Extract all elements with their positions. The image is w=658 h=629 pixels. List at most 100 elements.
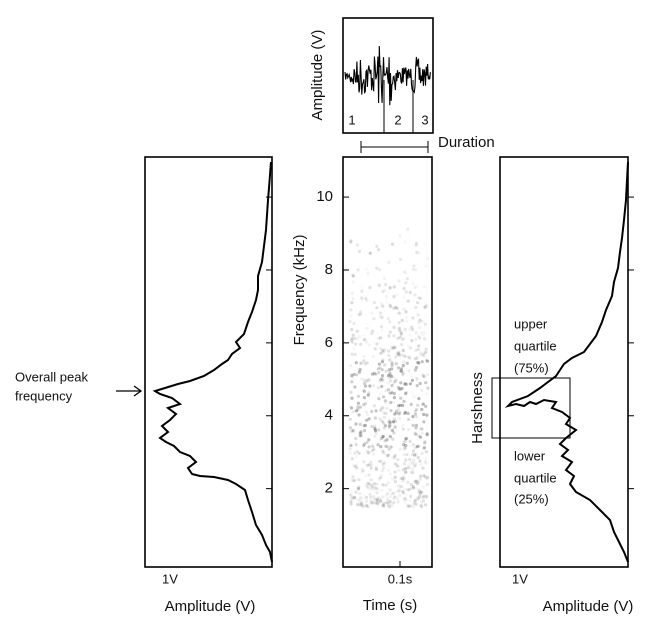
spectrogram-dot [426, 315, 429, 318]
spectrogram-dot [392, 456, 396, 460]
spectrogram-dot [425, 476, 429, 480]
spectrogram-dot [403, 411, 407, 415]
spectrogram-dot [384, 494, 388, 498]
left-spectrum-curve [152, 161, 273, 563]
spectrogram-dot [380, 328, 384, 332]
spectrogram-dot [351, 375, 355, 379]
spectrogram-dot [423, 474, 427, 479]
spectrogram-dot [418, 477, 422, 481]
spectrogram-dot [411, 415, 415, 419]
spectrogram-dot [385, 406, 389, 410]
spectrogram-dot [409, 444, 412, 447]
spectrogram-dot [414, 423, 419, 427]
spectrogram-dot [398, 347, 401, 350]
spectrogram-dot [363, 442, 367, 446]
spectrogram-dot [413, 502, 417, 506]
spectrogram-dot [380, 316, 384, 320]
spectrogram-dot [401, 479, 405, 483]
spectrogram-dot [353, 352, 357, 356]
y-tick-label: 6 [325, 334, 333, 351]
spectrogram-dot [348, 319, 352, 324]
spectrogram-dot [380, 436, 384, 440]
spectrogram-dot [416, 313, 420, 317]
spectrogram-dot [397, 311, 401, 315]
spectrogram-dot [358, 478, 362, 482]
spectrogram-dot [398, 335, 402, 339]
spectrogram-dot [396, 408, 400, 412]
spectrogram-dot [411, 316, 415, 320]
spectrogram-dot [398, 257, 403, 261]
spectrogram-dot [366, 393, 370, 397]
spectrogram-dot [380, 360, 384, 364]
spectrogram-dot [423, 441, 427, 445]
spectrogram-dot [352, 430, 356, 434]
spectrogram-dot [381, 462, 385, 466]
spectrogram-dot [419, 489, 423, 494]
spectrogram-dot [362, 338, 366, 342]
spectrogram-dot [413, 357, 417, 361]
spectrogram-dot [381, 378, 385, 382]
spectrogram-dot [359, 377, 364, 381]
spectrogram-dot [390, 311, 393, 314]
spectrogram-dot [369, 324, 372, 327]
spectrogram-dot [380, 348, 384, 353]
spectrogram-dot [395, 497, 400, 501]
spectrogram-dot [379, 500, 383, 504]
spectrogram-dot [398, 447, 402, 451]
spectrogram-dot [366, 485, 370, 489]
right-spectrum-curve [504, 161, 629, 563]
spectrogram-dot [388, 287, 392, 291]
spectrogram-dot [386, 317, 390, 321]
spectrogram-dot [402, 498, 406, 503]
spectrogram-dot [389, 379, 393, 383]
spectrogram-dot [349, 499, 353, 503]
spectrogram-dot [413, 368, 417, 372]
spectrogram-dot [388, 358, 392, 362]
spectrogram-dot [394, 409, 398, 413]
spectrogram-dot [396, 464, 400, 468]
spectrogram-dot [389, 375, 393, 379]
spectrogram-dot [399, 396, 403, 400]
spectrogram-dot [356, 394, 360, 398]
spectrogram-dot [351, 273, 355, 278]
spectrogram-dot [378, 417, 382, 421]
spectrogram-dot [350, 457, 354, 461]
spectrogram-dot [379, 498, 383, 502]
spectrogram-dot [423, 354, 427, 358]
spectrogram-dot [359, 496, 363, 500]
spectrogram-dot [379, 473, 383, 477]
spectrogram-dot [394, 293, 398, 297]
spectrogram-dot [360, 289, 364, 293]
spectrogram-dot [384, 383, 387, 386]
spectrogram-dot [371, 329, 375, 333]
spectrogram-dot [385, 445, 389, 449]
spectrogram-dot [364, 337, 368, 341]
spectrogram-dot [354, 440, 358, 445]
spectrogram-dot [402, 448, 406, 452]
spectrogram-dot [397, 353, 401, 357]
spectrogram-dot [410, 374, 413, 377]
spectrogram-dot [403, 497, 407, 501]
spectrogram-dot [350, 430, 354, 434]
spectrogram-dot [421, 466, 425, 470]
spectrogram-dot [352, 496, 357, 500]
spectrogram-dot [379, 484, 382, 487]
spectrogram-dot [348, 417, 352, 421]
spectrogram-dot [366, 437, 369, 440]
spectrogram-dot [377, 477, 381, 481]
spectrogram-dot [393, 454, 397, 458]
spectrogram-dot [408, 457, 412, 461]
spectrogram-dot [367, 445, 371, 449]
spectrogram-dot [420, 490, 424, 494]
spectrogram-dot [356, 405, 360, 409]
spectrogram-dot [362, 444, 366, 448]
spectrogram-dot [403, 307, 407, 311]
spectrogram-dot [394, 462, 398, 466]
spectrogram-dot [390, 242, 395, 246]
spectrogram-dot [411, 267, 416, 271]
spectrogram-dot [348, 405, 351, 408]
spectrogram-dot [411, 423, 415, 427]
spectrogram-dot [363, 423, 368, 428]
spectrogram-dot [367, 391, 371, 395]
spectrogram-dot [376, 332, 379, 335]
